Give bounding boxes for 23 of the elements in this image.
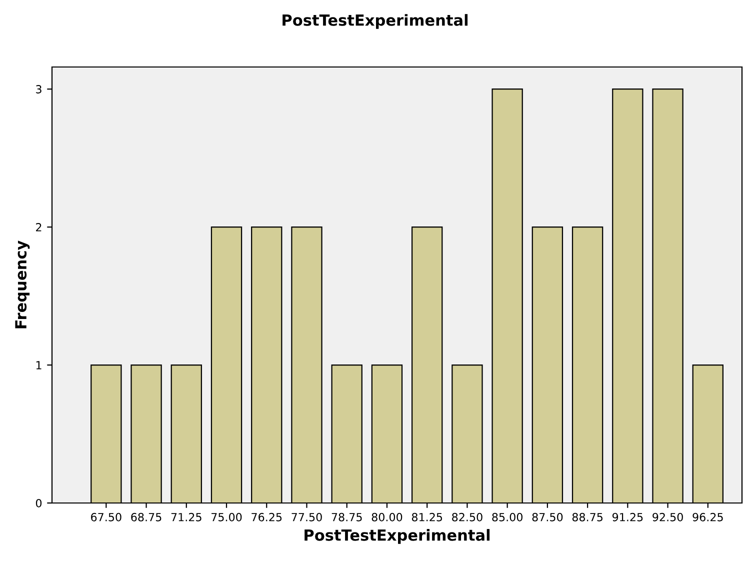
x-tick-label: 76.25 (252, 512, 282, 522)
y-axis-title: Frequency (15, 240, 30, 328)
x-tick-label: 87.50 (532, 512, 563, 522)
x-tick-label: 82.50 (452, 512, 482, 522)
x-tick-label: 67.50 (91, 512, 122, 522)
x-tick-label: 81.25 (412, 512, 442, 522)
y-tick-label: 1 (36, 361, 42, 370)
chart-title: PostTestExperimental (282, 14, 468, 29)
x-tick-label: 85.00 (492, 512, 522, 522)
x-tick-label: 68.75 (131, 512, 162, 522)
x-tick-label: 71.25 (171, 512, 202, 522)
y-tick-label: 3 (36, 85, 42, 94)
x-tick-label: 75.00 (212, 512, 242, 522)
x-tick-label: 78.75 (332, 512, 362, 522)
x-tick-label: 77.50 (292, 512, 322, 522)
x-tick-label: 92.50 (652, 512, 683, 522)
y-tick-label: 0 (36, 498, 42, 508)
x-tick-label: 91.25 (612, 512, 643, 522)
x-axis-title: PostTestExperimental (304, 529, 490, 544)
x-tick-label: 80.00 (372, 512, 402, 522)
x-tick-label: 88.75 (572, 512, 602, 522)
x-tick-label: 96.25 (692, 512, 723, 522)
y-tick-label: 2 (36, 223, 42, 232)
